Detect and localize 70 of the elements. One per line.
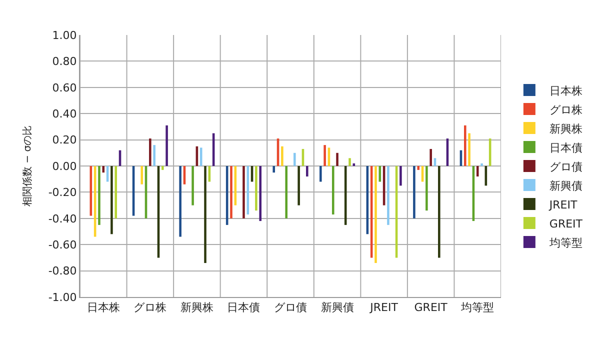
bar [110,166,113,234]
y-tick-label: 0.00 [52,160,77,173]
y-tick-label: 0.40 [52,107,77,120]
x-tick-label: JREIT [369,301,398,314]
bar [320,166,322,182]
bar [480,163,483,166]
bar [464,125,466,166]
bar [298,166,300,206]
legend-label: グロ株 [549,103,582,116]
bar [98,166,100,225]
y-tick-label: 0.80 [52,55,77,68]
bar [332,166,334,214]
x-tick-label: 日本債 [227,301,260,314]
legend-label: 新興債 [549,179,582,192]
bar [285,166,288,218]
bar [400,166,402,186]
bar [281,146,284,166]
bar [259,166,262,222]
legend-label: GREIT [549,217,583,230]
y-tick-label: -0.60 [48,238,77,252]
bar [413,166,416,218]
bar [255,166,258,211]
bar [242,166,245,218]
bar [246,166,250,214]
x-tick-label: 日本株 [86,301,120,314]
bar [153,145,156,166]
x-tick-label: グロ株 [134,301,167,314]
x-tick-label: 新興債 [320,301,354,314]
bar [192,166,194,206]
bar [387,166,390,225]
x-tick-label: GREIT [414,301,448,314]
bar [374,166,377,263]
bar [468,133,470,166]
y-tick-label: -0.80 [48,264,77,278]
bar [114,166,118,218]
y-tick-label: -1.00 [48,290,77,304]
y-tick-label: 1.00 [52,28,77,42]
bar [140,166,143,184]
bar [166,125,168,166]
bar [430,148,432,166]
y-axis-title: 相関係数 − σの比 [21,125,34,207]
bar [426,166,428,211]
y-tick-label: 0.60 [52,81,77,94]
x-tick-label: 新興株 [180,301,214,314]
legend-label: 新興株 [549,122,582,136]
bar [438,166,440,258]
bar [200,148,202,166]
bar [417,166,420,170]
legend-label: 日本株 [549,84,582,98]
bar [230,166,232,218]
bar [306,166,308,176]
bar [179,166,182,237]
y-tick-label: -0.40 [48,212,77,226]
legend-label: JREIT [548,198,578,212]
bar [272,166,276,173]
bar [476,166,479,176]
y-tick-label: -0.20 [48,186,77,200]
legend-label: グロ債 [549,160,582,174]
bar [149,138,152,166]
y-tick-label: 0.20 [52,134,77,147]
legend-label: 均等型 [548,236,582,250]
bar [324,145,326,166]
x-tick-label: 均等型 [460,301,494,314]
bar [204,166,206,263]
bar [162,166,164,170]
legend-label: 日本債 [549,141,582,154]
x-tick-label: グロ債 [274,301,307,314]
bar [336,152,338,166]
bar [348,158,351,166]
bar [294,152,296,166]
